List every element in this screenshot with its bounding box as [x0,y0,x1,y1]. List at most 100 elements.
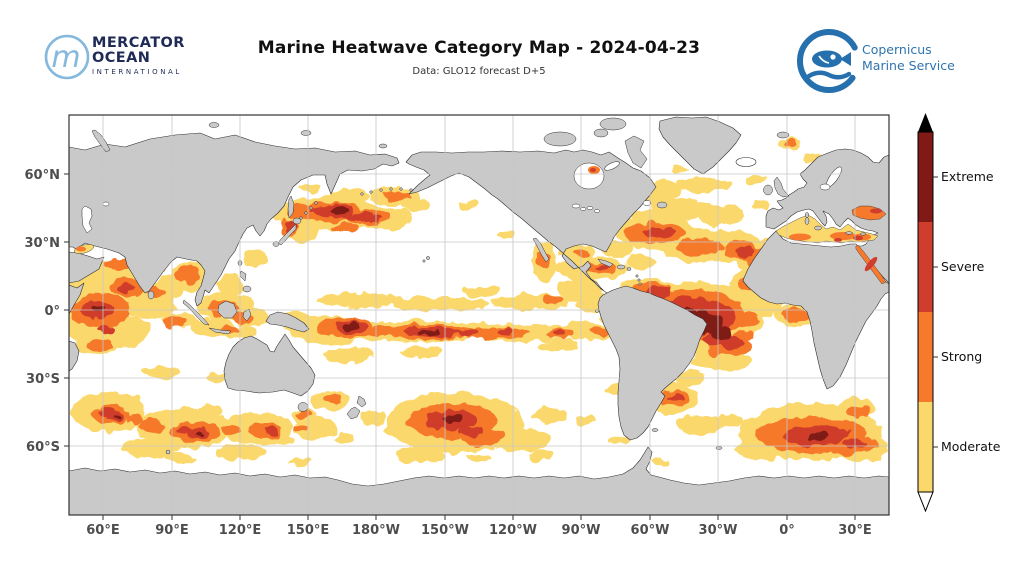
colorbar-label-moderate: Moderate [941,439,1001,454]
devon-island [593,128,609,138]
colorbar-segment-strong [918,312,933,402]
west-med-strong [789,233,811,241]
heatwave-patch-moderate [675,177,715,193]
colorbar-label-extreme: Extreme [941,169,994,184]
heatwave-patch-moderate [335,433,355,443]
heatwave-patch-moderate [528,450,552,460]
heatwave-patch-moderate [325,347,375,363]
kuril-islands [299,201,318,220]
honshu [277,223,297,246]
heatwave-patch-severe [497,329,513,335]
ireland [763,184,773,196]
heatwave-patch-moderate [626,254,654,270]
landmass-eurasia [69,132,400,307]
heatwave-patch-moderate [690,350,750,370]
ocean-word: OCEAN [92,49,151,66]
inland-sea-heatwaves [74,166,887,285]
heatwave-patch-moderate [298,183,322,193]
lat-tick-label: 30°N [25,236,60,251]
page-subtitle: Data: GLO12 forecast D+5 [412,66,546,77]
landmass-antarctica [69,446,889,515]
east-med-severe [853,235,863,241]
mercator-logo-monogram: m [51,40,80,75]
red-sea-severe [864,256,878,272]
heatwave-patch-strong [86,339,114,351]
landmass-south-america [597,285,708,441]
heatwave-patch-moderate [395,447,445,463]
heatwave-patch-severe [669,394,683,402]
copernicus-logo-ring [797,29,861,93]
lon-tick-label: 150°E [287,523,330,538]
heatwave-patch-severe [456,330,480,338]
heatwave-patch-moderate [678,415,722,435]
land-layer [69,116,889,515]
mercator-ocean-wordmark: MERCATOR OCEAN INTERNATIONAL [92,36,185,76]
heatwave-patch-moderate [460,287,500,297]
heatwave-patch-strong [106,259,130,271]
corsica [804,212,810,218]
heatwave-patch-extreme [429,330,441,334]
heatwave-patch-moderate [288,458,312,466]
page-title: Marine Heatwave Category Map - 2024-04-2… [257,38,701,58]
aleutian-islands [360,187,413,196]
black-sea-severe [870,208,882,214]
lon-tick-label: 30°W [699,523,738,538]
heatwave-patch-moderate [120,438,180,458]
landmass-greenland [658,116,742,175]
heatwave-patch-moderate [602,242,634,258]
heatwave-patch-moderate [198,405,222,415]
heatwave-patch-severe [670,295,690,305]
heatwave-patch-moderate [468,454,492,462]
heatwave-patch-moderate [708,180,732,190]
heatwave-patch-strong [163,316,187,328]
lat-tick-label: 30°S [26,372,60,387]
heatwave-patch-strong [384,191,412,201]
heatwave-patch-severe [736,246,754,258]
iceland [735,157,757,167]
heatwave-patch-severe [310,207,326,213]
lat-tick-label: 60°S [26,440,60,455]
copernicus-marine-logo [797,29,861,93]
fish-eye-icon [830,54,836,60]
heatwave-patch-moderate [358,411,386,425]
lon-tick-label: 0° [779,523,795,538]
lon-tick-label: 150°W [421,523,469,538]
heatwave-patch-strong [127,416,143,424]
hawaii-islands [422,256,430,263]
heatwave-patch-moderate [400,346,440,358]
new-zealand-north [356,395,367,408]
heatwave-patch-moderate [243,249,267,267]
wave-icon [806,70,852,80]
heatwave-patch-severe [642,228,674,238]
new-zealand-south [346,406,361,420]
latitude-axis: 60°N 30°N 0° 30°S 60°S [25,168,69,455]
heatwave-patch-moderate [392,297,488,311]
international-word: INTERNATIONAL [92,68,182,76]
severnaya-zemlya [208,122,220,128]
heatwave-patch-extreme [92,305,104,311]
category-colorbar: Extreme Severe Strong Moderate [917,113,1001,513]
lon-tick-label: 90°E [155,523,188,538]
landmass-new-guinea [265,311,310,333]
heatwave-patch-severe [368,217,382,223]
heatwave-patch-strong [846,406,870,418]
heatwave-patch-strong [176,265,200,283]
java [208,327,232,335]
ellesmere-island [599,117,627,131]
caspian-sea [81,205,93,234]
heatwave-patch-moderate [743,175,767,185]
united-kingdom [773,176,790,198]
landmass-horn-of-africa [69,282,85,315]
hokkaido [292,217,302,225]
crete [845,231,853,235]
heatwave-patch-severe [595,265,611,271]
heatwave-patch-strong [676,238,724,256]
heatwave-patch-strong [543,296,563,304]
title-block: Marine Heatwave Category Map - 2024-04-2… [0,38,958,77]
hispaniola [616,264,626,270]
new-siberian-islands [300,130,312,136]
heatwave-patch-strong [139,420,165,432]
heatwave-patch-moderate [315,293,405,307]
cuba [597,258,614,268]
